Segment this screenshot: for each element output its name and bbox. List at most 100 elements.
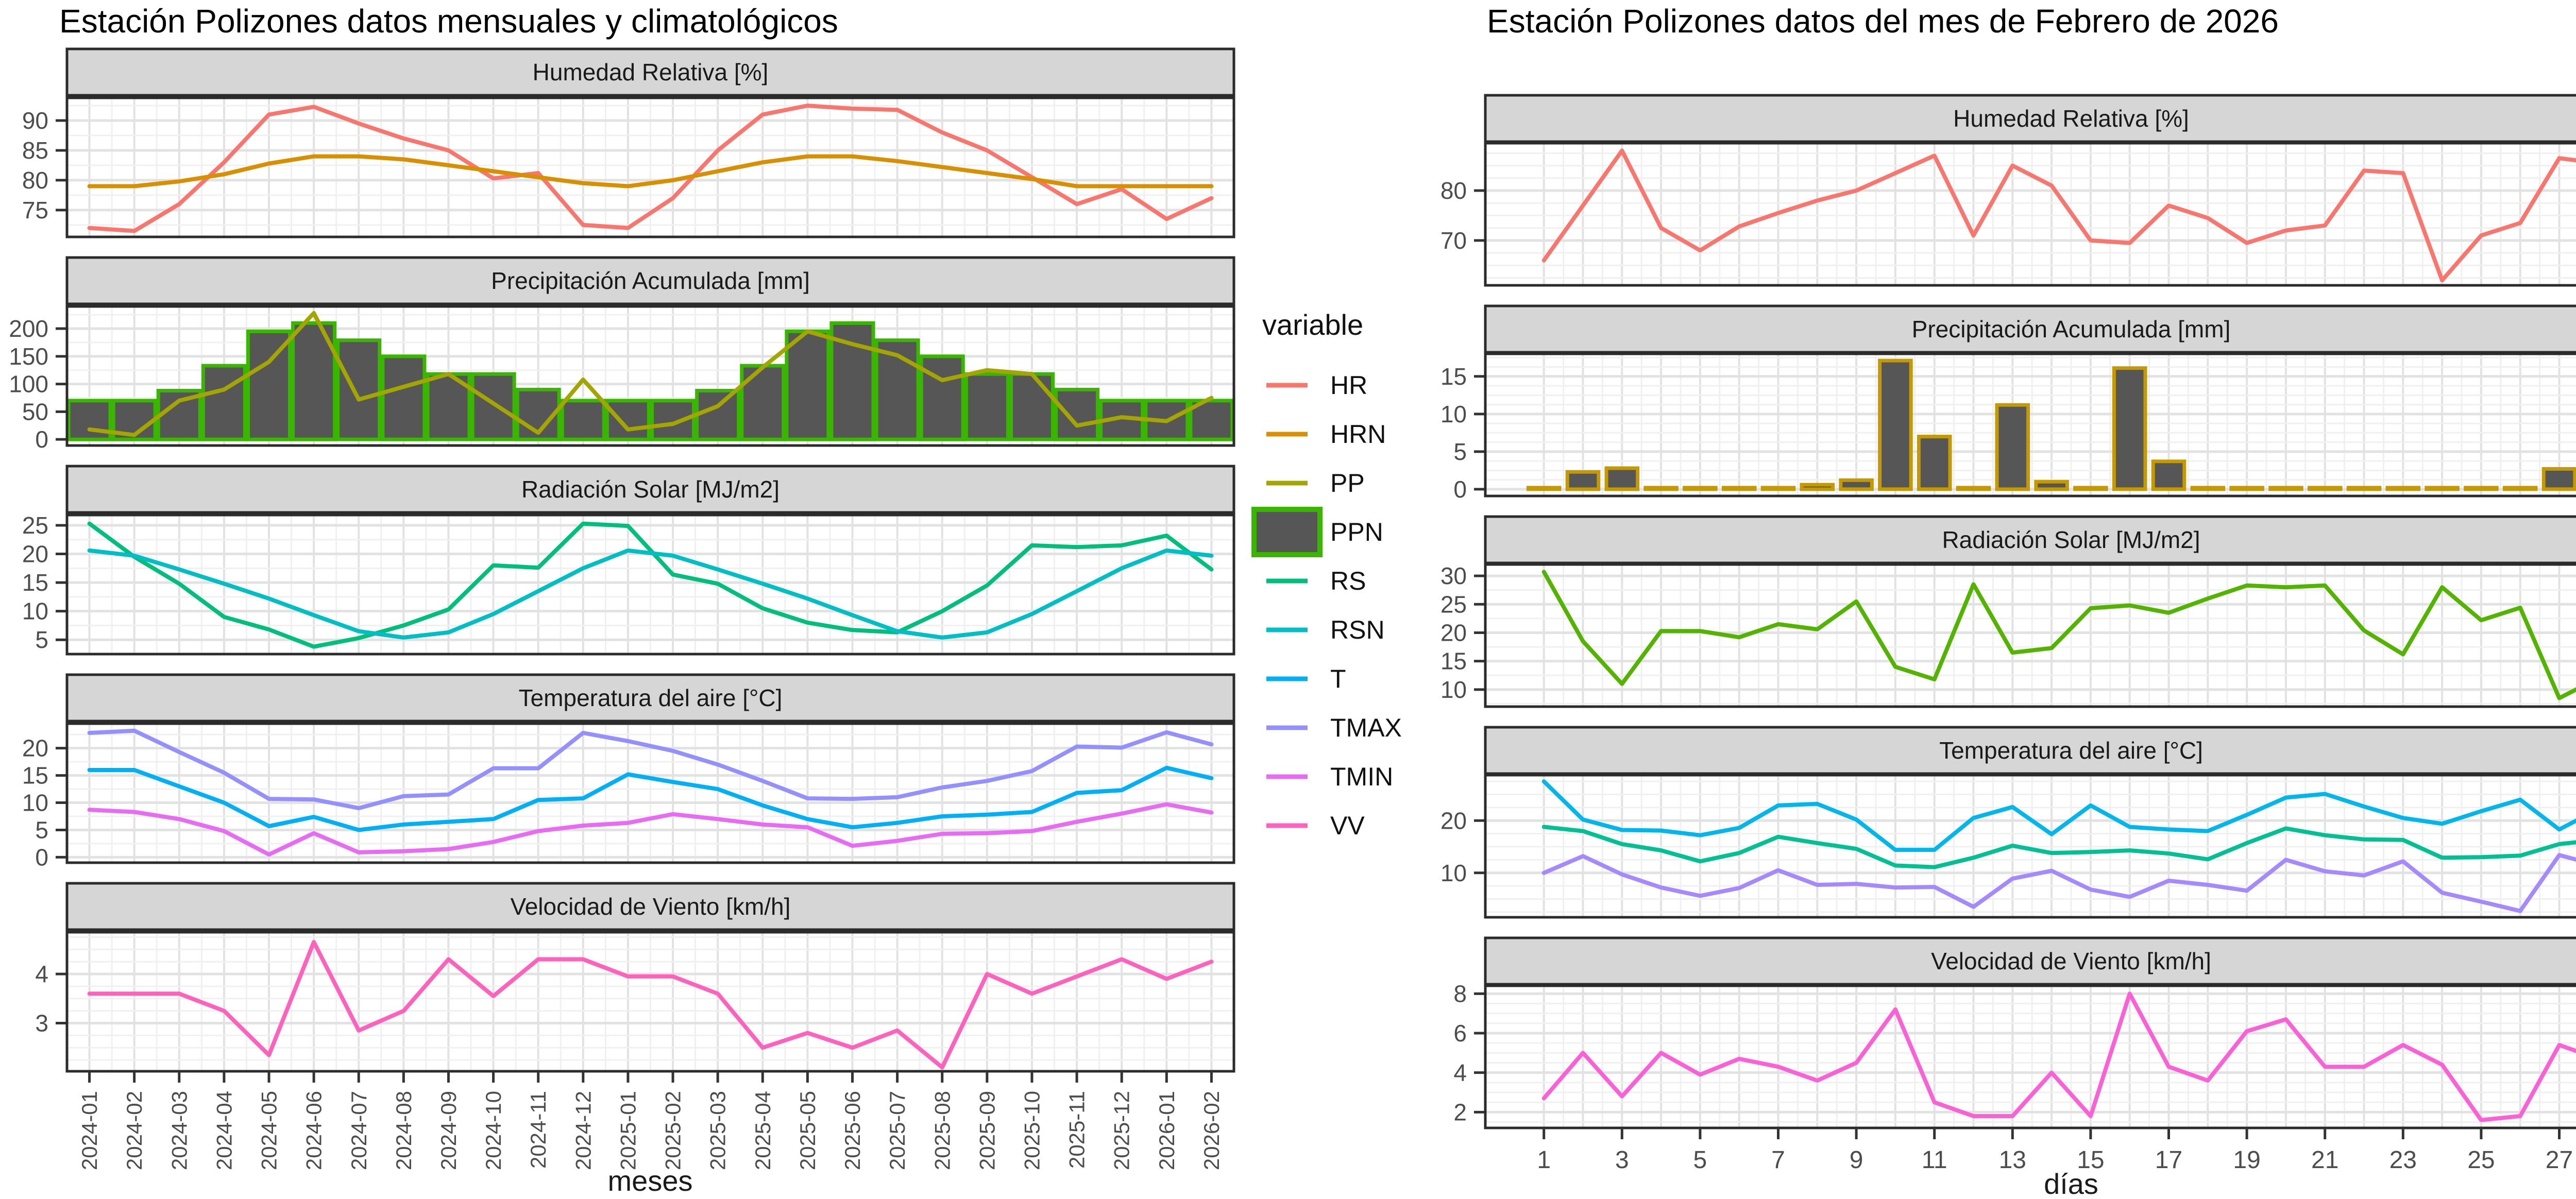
y-tick-label: 80 — [22, 167, 48, 194]
legend-entry-label: T — [1330, 664, 1346, 693]
series-T — [87, 765, 1214, 832]
x-tick-label: 2024-02 — [122, 1091, 146, 1170]
y-tick-label: 5 — [1453, 438, 1467, 465]
y-tick-label: 75 — [22, 197, 48, 224]
facet-strip — [1484, 726, 2576, 775]
x-tick-label: 5 — [1693, 1146, 1707, 1174]
x-tick-label: 2024-09 — [436, 1091, 461, 1170]
facet-strip — [65, 47, 1235, 97]
y-tick-label: 20 — [1440, 807, 1467, 834]
x-tick-label: 23 — [2389, 1146, 2417, 1174]
legend-entry-PP: PP — [1266, 469, 1365, 498]
x-tick-label: 2025-08 — [930, 1091, 954, 1170]
y-tick-label: 10 — [1440, 401, 1467, 427]
x-tick-label: 2025-03 — [706, 1091, 730, 1170]
legend-entry-T: T — [1266, 664, 1346, 693]
x-tick-label: 2026-02 — [1199, 1091, 1224, 1170]
y-tick-label: 3 — [35, 1010, 48, 1037]
x-tick-label: 19 — [2233, 1146, 2260, 1174]
y-tick-label: 25 — [22, 512, 48, 539]
y-tick-label: 10 — [1440, 860, 1467, 886]
legend-entry-label: HRN — [1330, 420, 1386, 449]
facet-strip-title: Humedad Relativa [%] — [1953, 105, 2189, 132]
x-tick-label: 1 — [1537, 1146, 1551, 1174]
y-tick-label: 15 — [1440, 648, 1467, 675]
legend-entry-label: TMIN — [1330, 762, 1393, 791]
facet-1: Humedad Relativa [%] 70 80 — [1440, 94, 2576, 287]
x-tick-label: 2024-06 — [302, 1091, 326, 1170]
y-tick-label: 80 — [1440, 177, 1467, 204]
series-HR — [87, 104, 1214, 233]
x-tick-label: 2024-12 — [571, 1091, 595, 1170]
series-TMIN — [1541, 853, 2576, 913]
series-PP — [1526, 358, 2576, 491]
y-tick-label: 15 — [1440, 363, 1467, 390]
y-tick-label: 200 — [9, 315, 48, 342]
y-tick-label: 150 — [9, 343, 48, 370]
y-tick-label: 0 — [1453, 476, 1467, 503]
x-tick-label: 11 — [1922, 1146, 1947, 1174]
x-tick-label: 9 — [1850, 1146, 1863, 1174]
legend-entry-VV: VV — [1266, 811, 1365, 840]
x-tick-label: 2025-12 — [1110, 1091, 1134, 1170]
y-tick-label: 20 — [1440, 619, 1467, 646]
y-tick-label: 5 — [35, 626, 48, 653]
series-TMAX — [1541, 779, 2576, 852]
y-tick-label: 85 — [22, 137, 48, 164]
y-tick-label: 50 — [22, 398, 48, 425]
legend-entry-label: TMAX — [1330, 713, 1402, 742]
facet-strip — [65, 465, 1235, 514]
y-tick-label: 100 — [9, 371, 48, 398]
daily-chart-title: Estación Polizones datos del mes de Febr… — [1487, 3, 2279, 40]
series-T — [1541, 825, 2576, 869]
x-tick-label: 25 — [2467, 1146, 2495, 1174]
x-tick-label: 2024-04 — [212, 1091, 236, 1170]
y-tick-label: 15 — [22, 569, 48, 596]
facet-strip — [65, 256, 1235, 305]
legend-entry-label: HR — [1330, 371, 1367, 400]
legend-key-box — [1251, 507, 1323, 557]
x-tick-label: 2024-01 — [77, 1091, 101, 1170]
x-tick-label: 2026-01 — [1155, 1091, 1179, 1170]
x-tick-label: 21 — [2311, 1146, 2338, 1174]
y-tick-label: 90 — [22, 107, 48, 134]
y-tick-label: 6 — [1453, 1020, 1467, 1047]
x-axis: 1 3 5 7 9 11 13 15 17 19 21 23 25 27 — [1537, 1128, 2573, 1174]
facet-strip — [1484, 304, 2576, 354]
x-tick-label: 2025-09 — [975, 1091, 999, 1170]
y-tick-label: 0 — [35, 426, 48, 453]
x-tick-label: 2025-01 — [616, 1091, 640, 1170]
legend-entry-label: RSN — [1330, 615, 1385, 644]
facet-5: Velocidad de Viento [km/h] 2 4 6 8 — [1453, 936, 2576, 1129]
legend-entry-TMIN: TMIN — [1266, 762, 1393, 791]
legend-entry-PPN: PPN — [1251, 507, 1383, 557]
x-tick-label: 2024-05 — [257, 1091, 281, 1170]
y-tick-label: 0 — [35, 844, 48, 870]
x-tick-label: 2024-10 — [481, 1091, 505, 1170]
series-HR — [1541, 148, 2576, 283]
monthly-chart-title: Estación Polizones datos mensuales y cli… — [59, 3, 838, 40]
facet-strip-title: Temperatura del aire [°C] — [519, 684, 783, 711]
y-tick-label: 4 — [1453, 1059, 1467, 1086]
x-tick-label: 27 — [2546, 1146, 2573, 1174]
legend-entry-RSN: RSN — [1266, 615, 1385, 644]
y-tick-label: 15 — [22, 762, 48, 789]
x-tick-label: 2024-11 — [526, 1091, 550, 1169]
legend-entry-label: RS — [1330, 567, 1366, 595]
x-tick-label: 15 — [2077, 1146, 2104, 1174]
series-RS — [87, 521, 1214, 649]
x-tick-label: 2025-06 — [840, 1091, 865, 1170]
legend-title: variable — [1262, 309, 1363, 341]
y-tick-label: 10 — [22, 598, 48, 625]
series-RS — [1541, 570, 2576, 700]
facet-2: Precipitación Acumulada [mm] 0 5 10 15 — [1440, 304, 2576, 503]
series-RSN — [87, 548, 1214, 640]
x-axis-title: días — [2044, 1168, 2098, 1199]
x-axis: 2024-01 2024-02 2024-03 2024-04 2024-05 2024-… — [77, 1071, 1224, 1170]
y-tick-label: 4 — [35, 961, 48, 987]
